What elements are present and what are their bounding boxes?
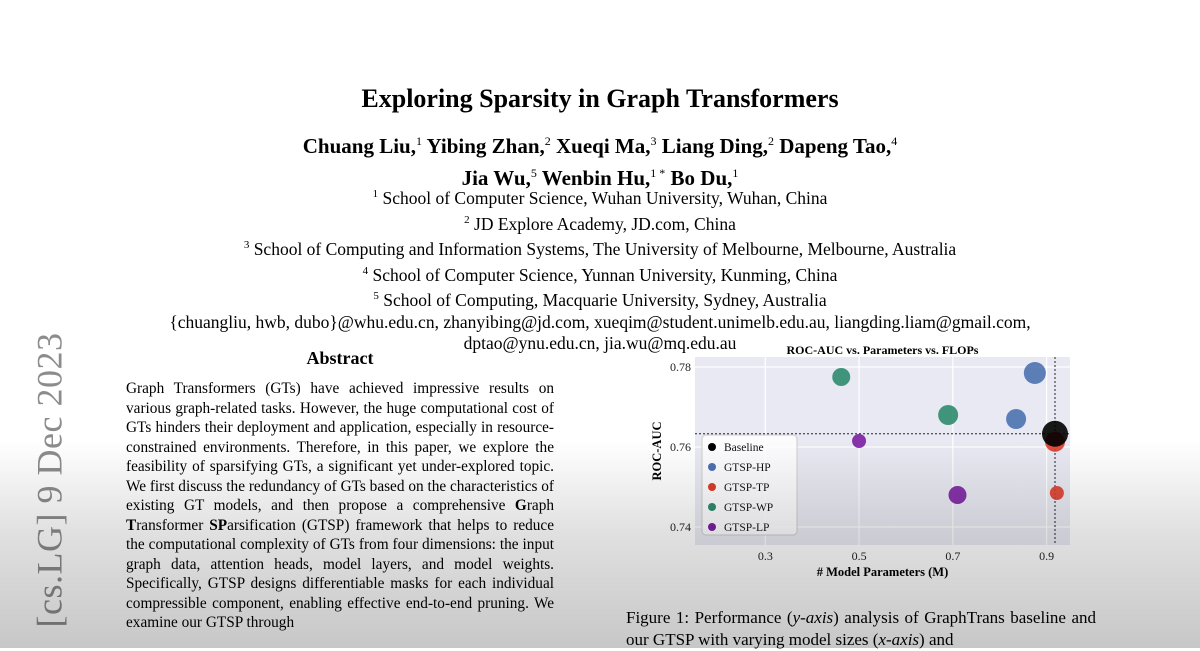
- author-name: Liang Ding,: [661, 134, 768, 158]
- legend-label: GTSP-TP: [724, 482, 769, 494]
- legend-label: Baseline: [724, 442, 764, 454]
- data-point-gtsp-hp: [1023, 362, 1046, 384]
- arxiv-stamp-text: [cs.LG] 9 Dec 2023: [29, 332, 70, 628]
- data-point-baseline: [1042, 420, 1068, 447]
- scatter-plot: 0.3 0.5 0.7 0.9 0.74 0.76 0.78 ROC-AUC vs. Para…: [650, 343, 1070, 579]
- affiliation-line: 2 JD Explore Academy, JD.com, China: [0, 210, 1200, 236]
- author-affil-mark: 2: [767, 134, 774, 148]
- x-axis-label: # Model Parameters (M): [817, 565, 949, 579]
- abstract-text-part: ransformer: [136, 516, 210, 534]
- author-name: Dapeng Tao,: [779, 134, 892, 158]
- affiliation-mark: 5: [373, 290, 379, 303]
- affiliation-mark: 1: [372, 188, 379, 200]
- author-affil-mark: 3: [650, 134, 657, 148]
- figure-1-chart: 0.3 0.5 0.7 0.9 0.74 0.76 0.78 ROC-AUC vs. Para…: [645, 342, 1085, 582]
- affiliation-block: 1 School of Computer Science, Wuhan Univ…: [0, 184, 1200, 355]
- abstract-text: Graph Transformers (GTs) have achieved i…: [126, 379, 554, 648]
- legend-box: [701, 434, 798, 536]
- affiliation-mark: 2: [464, 213, 470, 226]
- affiliation-text: School of Computing, Macquarie Universit…: [383, 289, 827, 310]
- arxiv-identifier-stamp: [cs.LG] 9 Dec 2023: [26, 315, 72, 645]
- data-point-gtsp-tp: [1049, 486, 1064, 500]
- author-affil-mark: 4: [891, 134, 898, 148]
- affiliation-line: 3 School of Computing and Information Sy…: [0, 235, 1200, 261]
- legend-label: GTSP-LP: [724, 522, 769, 534]
- y-axis-label: ROC-AUC: [650, 421, 664, 480]
- x-tick-label: 0.7: [945, 549, 960, 563]
- author-name: Wenbin Hu,: [541, 166, 651, 190]
- abstract-text-part: raph: [526, 497, 554, 514]
- author-name: Yibing Zhan,: [426, 134, 545, 158]
- y-tick-label: 0.78: [670, 360, 691, 374]
- data-point-gtsp-wp: [832, 368, 851, 386]
- y-tick-label: 0.74: [670, 520, 691, 534]
- email-line: {chuangliu, hwb, dubo}@whu.edu.cn, zhany…: [169, 311, 1031, 332]
- caption-emphasis: x-axis: [878, 630, 920, 649]
- author-line-1: Chuang Liu,1 Yibing Zhan,2 Xueqi Ma,3 Li…: [0, 128, 1200, 160]
- abstract-text-part: Graph Transformers (GTs) have achieved i…: [126, 380, 554, 514]
- author-affil-mark: 1 *: [650, 166, 666, 180]
- affiliation-text: School of Computer Science, Yunnan Unive…: [372, 264, 838, 285]
- author-line-2: Jia Wu,5 Wenbin Hu,1 * Bo Du,1: [0, 160, 1200, 192]
- x-tick-label: 0.9: [1039, 549, 1054, 563]
- data-point-gtsp-hp: [1006, 409, 1027, 429]
- author-name: Bo Du,: [670, 166, 733, 190]
- caption-emphasis: y-axis: [792, 608, 834, 627]
- caption-text: ) and: [919, 630, 954, 649]
- affiliation-text: School of Computer Science, Wuhan Univer…: [382, 187, 828, 208]
- figure-caption: Figure 1: Performance (y-axis) analysis …: [626, 607, 1096, 651]
- legend-label: GTSP-HP: [724, 462, 771, 474]
- paper-title: Exploring Sparsity in Graph Transformers: [361, 84, 839, 113]
- affiliation-mark: 3: [243, 239, 250, 252]
- author-name: Chuang Liu,: [302, 134, 416, 158]
- acronym-letter: G: [514, 497, 527, 514]
- legend-label: GTSP-WP: [724, 502, 773, 514]
- affiliation-line: 1 School of Computer Science, Wuhan Univ…: [0, 184, 1200, 210]
- legend-marker: [708, 443, 716, 451]
- legend-marker: [708, 463, 716, 471]
- legend-marker: [708, 483, 716, 491]
- author-affil-mark: 1: [415, 134, 422, 148]
- legend-marker: [708, 503, 716, 511]
- author-affil-mark: 5: [530, 166, 537, 180]
- data-point-gtsp-lp: [852, 434, 867, 448]
- affiliation-line: 5 School of Computing, Macquarie Univers…: [0, 286, 1200, 312]
- abstract-heading: Abstract: [306, 348, 374, 368]
- affiliation-text: JD Explore Academy, JD.com, China: [474, 213, 736, 234]
- chart-title: ROC-AUC vs. Parameters vs. FLOPs: [787, 343, 979, 357]
- affiliation-mark: 4: [362, 264, 369, 277]
- author-name: Xueqi Ma,: [556, 134, 651, 158]
- data-point-gtsp-wp: [938, 405, 959, 425]
- caption-text: ) analysis of GraphTrans baseline and ou…: [626, 608, 1096, 649]
- author-list: Chuang Liu,1 Yibing Zhan,2 Xueqi Ma,3 Li…: [0, 128, 1200, 192]
- author-affil-mark: 2: [544, 134, 551, 148]
- acronym-letter: T: [126, 516, 137, 534]
- email-line: dptao@ynu.edu.cn, jia.wu@mq.edu.au: [463, 333, 737, 354]
- legend-marker: [708, 523, 716, 531]
- caption-text: Figure 1: Performance (: [626, 608, 793, 627]
- author-name: Jia Wu,: [461, 166, 531, 190]
- x-tick-label: 0.3: [758, 549, 773, 563]
- acronym-letter: SP: [209, 516, 228, 534]
- author-affil-mark: 1: [732, 166, 739, 180]
- affiliation-text: School of Computing and Information Syst…: [253, 238, 957, 259]
- y-tick-label: 0.76: [670, 440, 691, 454]
- x-tick-label: 0.5: [852, 549, 867, 563]
- data-point-gtsp-lp: [948, 486, 967, 504]
- abstract-text-part: arsification (GTSP) framework that helps…: [126, 516, 554, 632]
- affiliation-line: 4 School of Computer Science, Yunnan Uni…: [0, 261, 1200, 287]
